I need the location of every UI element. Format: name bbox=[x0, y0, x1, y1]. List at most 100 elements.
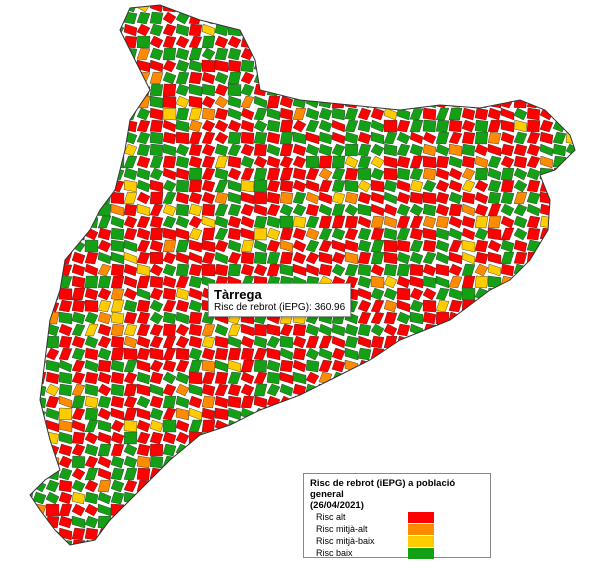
municipality[interactable] bbox=[565, 59, 579, 73]
municipality[interactable] bbox=[266, 239, 281, 253]
municipality[interactable] bbox=[110, 215, 125, 229]
municipality[interactable] bbox=[513, 191, 528, 205]
municipality[interactable] bbox=[396, 383, 411, 397]
municipality[interactable] bbox=[539, 383, 554, 397]
municipality[interactable] bbox=[409, 0, 424, 13]
municipality[interactable] bbox=[188, 275, 203, 289]
municipality[interactable] bbox=[552, 23, 567, 37]
municipality[interactable] bbox=[32, 239, 47, 253]
municipality[interactable] bbox=[579, 132, 592, 144]
municipality[interactable] bbox=[383, 59, 398, 73]
municipality[interactable] bbox=[579, 276, 592, 288]
municipality[interactable] bbox=[84, 479, 99, 493]
municipality[interactable] bbox=[579, 192, 592, 204]
municipality[interactable] bbox=[240, 203, 255, 217]
municipality[interactable] bbox=[448, 35, 463, 49]
municipality[interactable] bbox=[253, 395, 268, 409]
municipality[interactable] bbox=[357, 35, 372, 49]
municipality[interactable] bbox=[162, 527, 177, 541]
municipality[interactable] bbox=[409, 167, 424, 181]
municipality[interactable] bbox=[279, 11, 294, 25]
municipality[interactable] bbox=[240, 11, 255, 25]
municipality[interactable] bbox=[253, 539, 268, 552]
municipality[interactable] bbox=[97, 11, 112, 25]
municipality[interactable] bbox=[71, 263, 86, 277]
municipality[interactable] bbox=[20, 335, 34, 349]
municipality[interactable] bbox=[84, 239, 99, 253]
municipality[interactable] bbox=[58, 59, 73, 73]
municipality[interactable] bbox=[500, 167, 515, 181]
municipality[interactable] bbox=[58, 155, 73, 169]
municipality[interactable] bbox=[45, 23, 60, 37]
municipality[interactable] bbox=[500, 335, 515, 349]
municipality[interactable] bbox=[357, 203, 372, 217]
municipality[interactable] bbox=[474, 35, 489, 49]
municipality[interactable] bbox=[344, 239, 359, 253]
municipality[interactable] bbox=[292, 419, 307, 433]
municipality[interactable] bbox=[422, 407, 437, 421]
municipality[interactable] bbox=[552, 503, 567, 517]
municipality[interactable] bbox=[149, 179, 164, 193]
municipality[interactable] bbox=[227, 203, 242, 217]
municipality[interactable] bbox=[487, 227, 502, 241]
municipality[interactable] bbox=[435, 299, 450, 313]
municipality[interactable] bbox=[357, 311, 372, 325]
municipality[interactable] bbox=[331, 0, 346, 13]
municipality[interactable] bbox=[565, 371, 579, 385]
municipality[interactable] bbox=[58, 335, 73, 349]
municipality[interactable] bbox=[84, 431, 99, 445]
municipality[interactable] bbox=[539, 335, 554, 349]
municipality[interactable] bbox=[136, 419, 151, 433]
municipality[interactable] bbox=[32, 179, 47, 193]
municipality[interactable] bbox=[97, 275, 112, 289]
municipality[interactable] bbox=[58, 227, 73, 241]
municipality[interactable] bbox=[500, 323, 515, 337]
municipality[interactable] bbox=[58, 239, 73, 253]
municipality[interactable] bbox=[266, 11, 281, 25]
municipality[interactable] bbox=[279, 95, 294, 109]
municipality[interactable] bbox=[448, 71, 463, 85]
municipality[interactable] bbox=[279, 143, 294, 157]
municipality[interactable] bbox=[292, 215, 307, 229]
municipality[interactable] bbox=[292, 71, 307, 85]
municipality[interactable] bbox=[110, 107, 125, 121]
municipality[interactable] bbox=[71, 71, 86, 85]
municipality[interactable] bbox=[409, 335, 424, 349]
municipality[interactable] bbox=[162, 311, 177, 325]
municipality[interactable] bbox=[149, 431, 164, 445]
municipality[interactable] bbox=[565, 275, 579, 289]
municipality[interactable] bbox=[331, 239, 346, 253]
municipality[interactable] bbox=[474, 275, 489, 289]
municipality[interactable] bbox=[136, 263, 151, 277]
municipality[interactable] bbox=[97, 143, 112, 157]
municipality[interactable] bbox=[188, 407, 203, 421]
municipality[interactable] bbox=[97, 419, 112, 433]
municipality[interactable] bbox=[58, 527, 73, 541]
municipality[interactable] bbox=[253, 527, 268, 541]
municipality[interactable] bbox=[487, 419, 502, 433]
municipality[interactable] bbox=[500, 287, 515, 301]
municipality[interactable] bbox=[46, 552, 59, 564]
municipality[interactable] bbox=[409, 107, 424, 121]
municipality[interactable] bbox=[136, 191, 151, 205]
municipality[interactable] bbox=[318, 335, 333, 349]
municipality[interactable] bbox=[487, 263, 502, 277]
municipality[interactable] bbox=[253, 47, 268, 61]
municipality[interactable] bbox=[58, 395, 73, 409]
municipality[interactable] bbox=[396, 443, 411, 457]
municipality[interactable] bbox=[45, 71, 60, 85]
municipality[interactable] bbox=[227, 527, 242, 541]
municipality[interactable] bbox=[579, 420, 592, 432]
municipality[interactable] bbox=[71, 179, 86, 193]
municipality[interactable] bbox=[318, 11, 333, 25]
municipality[interactable] bbox=[292, 347, 307, 361]
municipality[interactable] bbox=[448, 47, 463, 61]
municipality[interactable] bbox=[448, 23, 463, 37]
municipality[interactable] bbox=[266, 0, 281, 13]
municipality[interactable] bbox=[32, 347, 47, 361]
municipality[interactable] bbox=[227, 191, 242, 205]
municipality[interactable] bbox=[20, 383, 34, 397]
municipality[interactable] bbox=[409, 275, 424, 289]
municipality[interactable] bbox=[45, 299, 60, 313]
municipality[interactable] bbox=[292, 167, 307, 181]
